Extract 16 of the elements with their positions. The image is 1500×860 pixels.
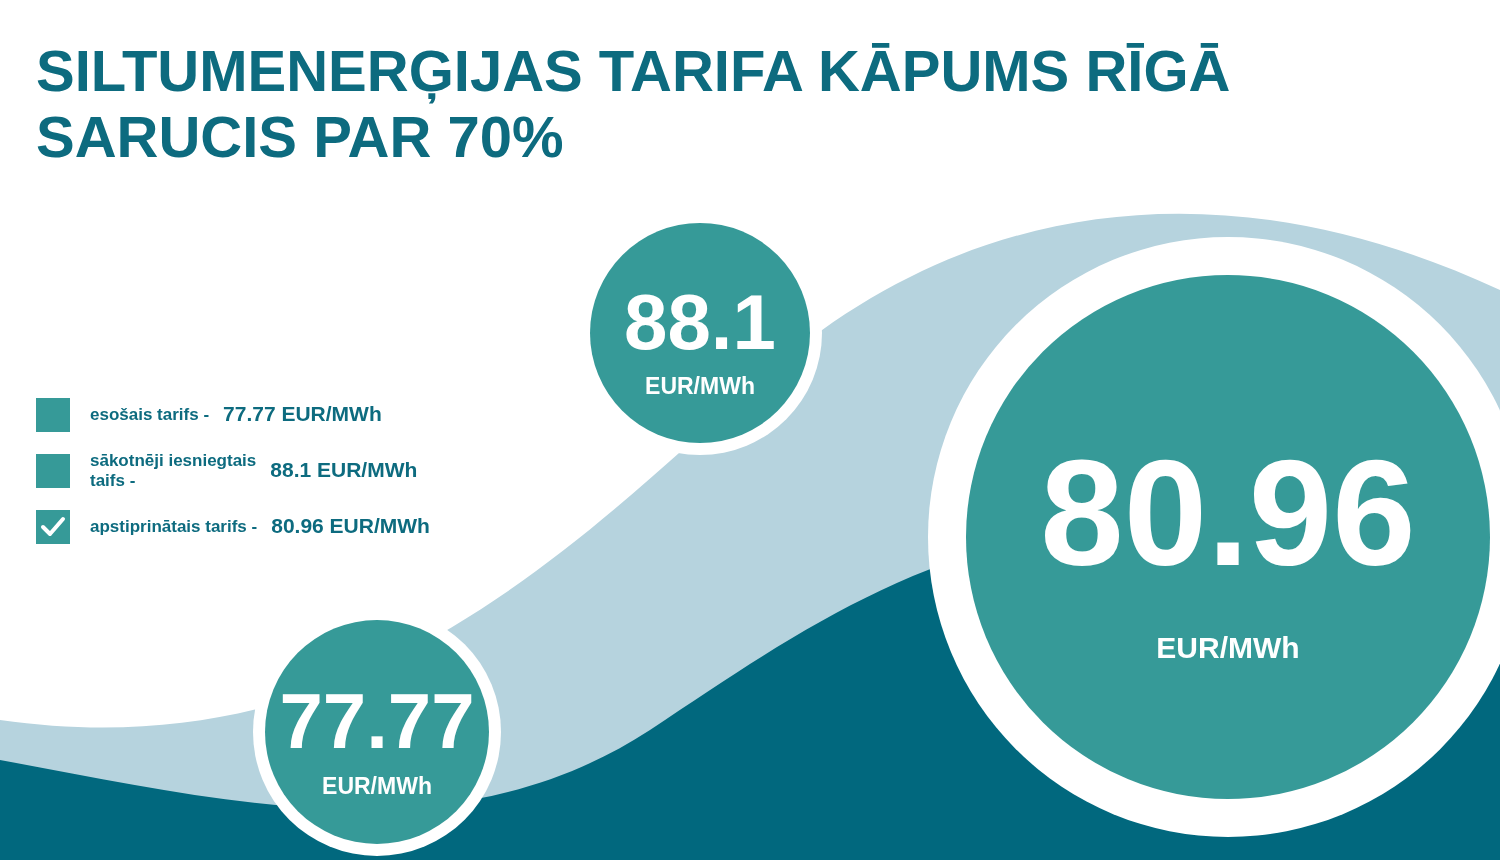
text: 77.77 <box>279 676 475 765</box>
text: EUR/MWh <box>329 513 430 537</box>
text: EUR/MWh <box>281 401 382 425</box>
category-label: esošais tarifs - <box>90 404 210 424</box>
text: 88.1 <box>624 278 776 367</box>
data-label: 88.1 <box>270 457 312 481</box>
text: EUR/MWh <box>317 457 418 481</box>
text: EUR/MWh <box>322 773 432 800</box>
category-label: apstiprinātais tarifs - <box>90 516 258 536</box>
data-label: 80.96 <box>271 513 324 537</box>
text: 80.96 <box>1040 429 1416 598</box>
category-label: sākotnēji iesniegtais taifs - <box>90 450 257 490</box>
text: EUR/MWh <box>1156 630 1300 664</box>
data-label: 77.77 <box>223 401 276 425</box>
text: EUR/MWh <box>645 373 755 400</box>
text: SILTUMENERĢIJAS TARIFA KĀPUMS RĪGĀ SARUCIS PAR 70% <box>36 38 1232 170</box>
